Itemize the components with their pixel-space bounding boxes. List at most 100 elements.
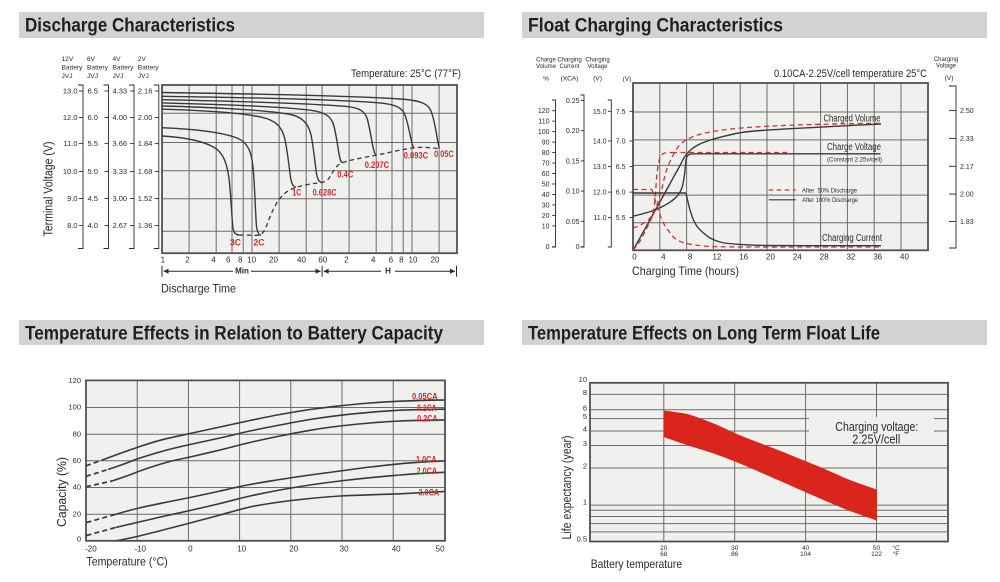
svg-text:Terminal Voltage (V): Terminal Voltage (V) xyxy=(42,142,56,237)
svg-text:1.84: 1.84 xyxy=(138,139,153,148)
svg-text:80: 80 xyxy=(73,429,81,438)
svg-text:°F: °F xyxy=(893,550,900,558)
svg-text:Battery: Battery xyxy=(113,64,135,71)
svg-text:Temperature (°C): Temperature (°C) xyxy=(86,554,167,568)
svg-text:Float Charging Characteristics: Float Charging Characteristics xyxy=(528,16,783,37)
svg-text:120: 120 xyxy=(538,108,550,115)
svg-text:Discharge Time: Discharge Time xyxy=(161,282,236,296)
svg-text:Voltage: Voltage xyxy=(936,63,957,69)
svg-text:After 100% Discharge: After 100% Discharge xyxy=(802,197,858,204)
svg-text:3.33: 3.33 xyxy=(113,167,128,176)
svg-text:7.5: 7.5 xyxy=(616,109,626,116)
svg-text:1.0CA: 1.0CA xyxy=(416,455,437,465)
svg-text:7.0: 7.0 xyxy=(616,139,626,146)
svg-text:0.25: 0.25 xyxy=(566,98,580,105)
svg-text:2: 2 xyxy=(185,256,190,265)
svg-text:1.36: 1.36 xyxy=(138,221,153,230)
svg-text:Charge: Charge xyxy=(536,58,556,64)
svg-text:Charging Current: Charging Current xyxy=(822,233,882,244)
svg-text:13.0: 13.0 xyxy=(593,164,607,171)
svg-text:2.25V/cell: 2.25V/cell xyxy=(852,432,900,446)
svg-text:12.0: 12.0 xyxy=(593,190,607,197)
svg-text:60: 60 xyxy=(73,456,81,465)
svg-text:104: 104 xyxy=(800,551,811,558)
svg-text:90: 90 xyxy=(542,140,550,147)
svg-text:1: 1 xyxy=(161,256,166,265)
svg-text:110: 110 xyxy=(538,119,549,126)
svg-text:32: 32 xyxy=(846,253,855,262)
svg-text:4V: 4V xyxy=(113,56,122,63)
svg-text:6: 6 xyxy=(389,256,394,265)
svg-text:8: 8 xyxy=(238,256,243,265)
svg-text:11.0: 11.0 xyxy=(63,139,77,148)
svg-text:122: 122 xyxy=(871,551,882,558)
svg-text:10.0: 10.0 xyxy=(63,167,78,176)
svg-text:-20: -20 xyxy=(85,545,97,554)
svg-text:Charge Voltage: Charge Voltage xyxy=(827,142,881,153)
svg-text:8: 8 xyxy=(688,253,693,262)
svg-text:120: 120 xyxy=(68,376,81,385)
svg-text:12.0: 12.0 xyxy=(63,113,78,122)
svg-text:50: 50 xyxy=(542,181,550,188)
svg-text:30: 30 xyxy=(542,202,550,209)
svg-text:%: % xyxy=(543,76,549,83)
svg-text:0.207C: 0.207C xyxy=(365,160,390,170)
svg-text:6.0: 6.0 xyxy=(88,113,98,122)
svg-text:0.05C: 0.05C xyxy=(434,149,454,159)
svg-text:0: 0 xyxy=(188,545,193,554)
svg-text:40: 40 xyxy=(900,253,909,262)
svg-text:2.17: 2.17 xyxy=(960,164,974,171)
svg-text:3.66: 3.66 xyxy=(113,139,128,148)
svg-text:40: 40 xyxy=(542,192,550,199)
svg-text:(V): (V) xyxy=(945,75,954,82)
svg-text:4.33: 4.33 xyxy=(113,87,128,96)
svg-text:0.10: 0.10 xyxy=(566,189,580,196)
svg-text:12V: 12V xyxy=(62,56,74,63)
svg-text:2.33: 2.33 xyxy=(960,136,974,143)
svg-text:28: 28 xyxy=(820,253,829,262)
svg-text:(XCA): (XCA) xyxy=(561,76,579,83)
svg-text:-10: -10 xyxy=(134,545,146,554)
svg-text:86: 86 xyxy=(731,551,739,558)
svg-text:0.4C: 0.4C xyxy=(337,170,353,180)
svg-text:2.0CA: 2.0CA xyxy=(417,466,438,476)
svg-text:Battery: Battery xyxy=(87,64,109,71)
svg-text:100: 100 xyxy=(538,129,550,136)
svg-text:11.0: 11.0 xyxy=(593,215,606,222)
svg-text:(Constant 2.25v/cell): (Constant 2.25v/cell) xyxy=(827,156,882,163)
svg-text:Temperature Effects on Long Te: Temperature Effects on Long Term Float L… xyxy=(528,324,880,345)
svg-text:10: 10 xyxy=(409,256,418,265)
svg-text:Charging: Charging xyxy=(585,58,609,64)
svg-text:°C: °C xyxy=(892,544,900,552)
svg-text:13.0: 13.0 xyxy=(63,87,78,96)
svg-text:8: 8 xyxy=(399,256,404,265)
svg-text:Charging voltage:: Charging voltage: xyxy=(835,420,918,434)
svg-text:(V): (V) xyxy=(623,76,632,83)
svg-text:10: 10 xyxy=(247,256,256,265)
svg-text:2C: 2C xyxy=(254,237,265,247)
svg-text:Current: Current xyxy=(559,64,579,70)
svg-text:20: 20 xyxy=(289,545,298,554)
svg-text:10: 10 xyxy=(237,545,246,554)
svg-text:20: 20 xyxy=(269,256,278,265)
svg-text:14.0: 14.0 xyxy=(593,139,607,146)
svg-text:9.0: 9.0 xyxy=(67,194,77,203)
svg-text:6.5: 6.5 xyxy=(616,164,626,171)
svg-text:8.0: 8.0 xyxy=(67,221,77,230)
svg-text:20: 20 xyxy=(431,256,440,265)
svg-text:0: 0 xyxy=(576,244,580,251)
svg-text:20: 20 xyxy=(73,509,81,518)
svg-text:2.00: 2.00 xyxy=(960,192,974,199)
svg-text:4.00: 4.00 xyxy=(113,113,128,122)
svg-text:20: 20 xyxy=(766,253,775,262)
svg-text:JVJ: JVJ xyxy=(113,73,124,80)
svg-text:Volume: Volume xyxy=(536,64,557,70)
svg-text:30: 30 xyxy=(340,545,349,554)
svg-text:24: 24 xyxy=(793,253,802,262)
svg-text:100: 100 xyxy=(68,403,81,412)
svg-text:Capacity (%): Capacity (%) xyxy=(55,457,69,527)
svg-text:5.5: 5.5 xyxy=(616,215,626,222)
svg-text:60: 60 xyxy=(318,256,327,265)
svg-text:40: 40 xyxy=(802,545,810,552)
svg-text:40: 40 xyxy=(392,545,401,554)
